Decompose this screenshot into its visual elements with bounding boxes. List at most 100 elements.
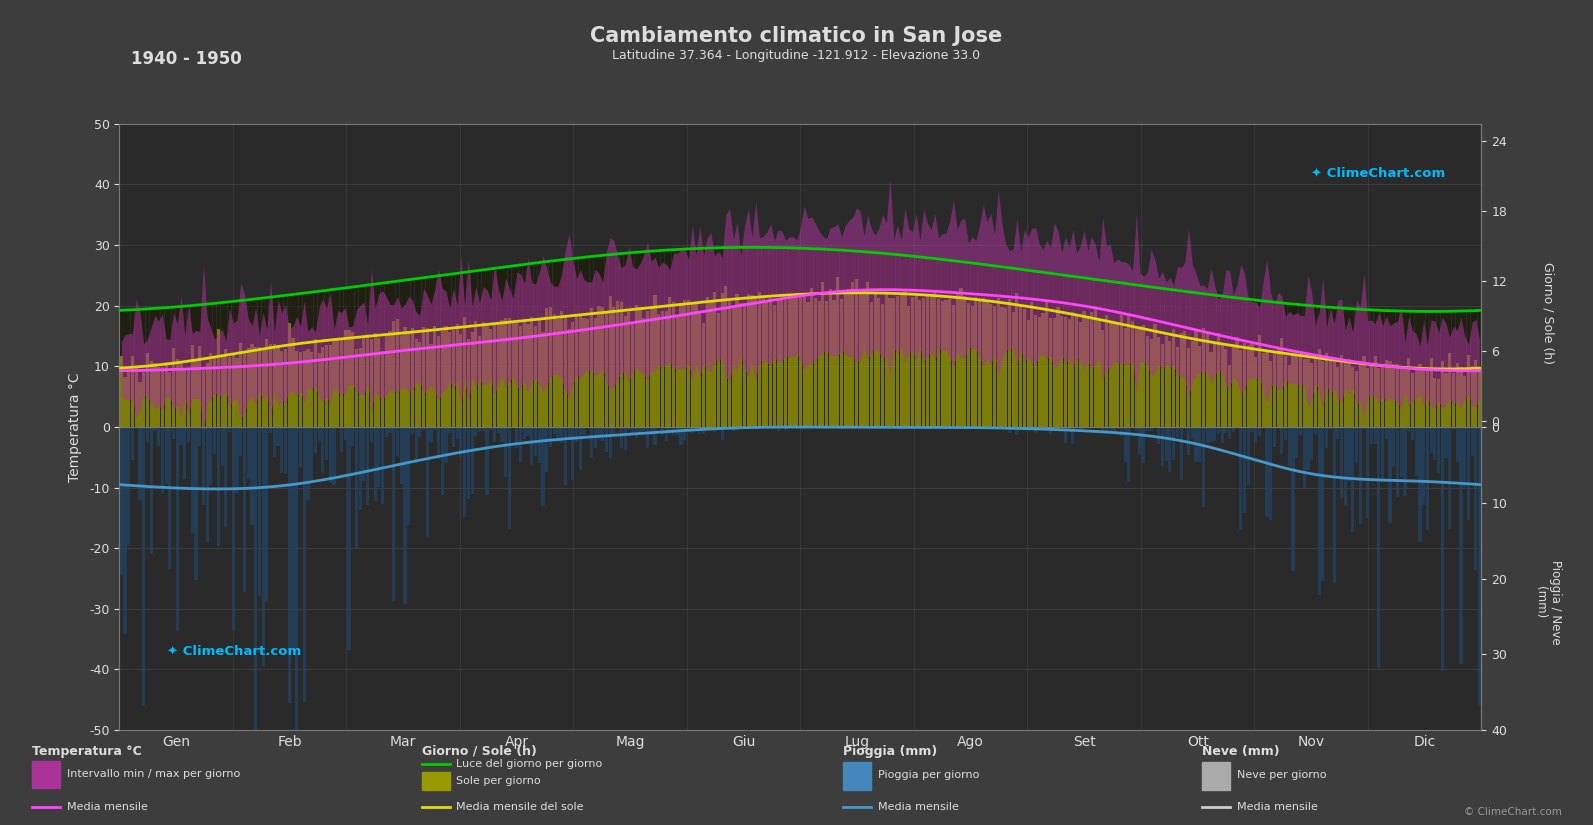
Bar (441, 331, 444, 427)
Bar (272, 427, 276, 457)
Bar (1106, 315, 1109, 427)
Bar (1142, 325, 1145, 427)
Bar (948, 261, 951, 299)
Bar (634, 252, 637, 304)
Bar (1403, 366, 1407, 427)
Bar (597, 427, 601, 439)
Bar (1128, 284, 1131, 316)
Bar (1231, 344, 1235, 427)
Bar (1265, 351, 1268, 427)
Bar (459, 273, 462, 334)
Bar (642, 252, 645, 318)
Bar (800, 249, 801, 295)
Bar (556, 427, 559, 441)
Bar (1451, 310, 1454, 373)
Bar (444, 275, 448, 326)
Bar (631, 427, 634, 433)
Bar (180, 306, 183, 363)
Bar (1348, 427, 1351, 481)
Bar (400, 335, 403, 427)
Bar (1045, 300, 1048, 427)
Bar (1437, 380, 1440, 427)
Bar (1262, 300, 1265, 353)
Bar (1109, 427, 1112, 431)
Bar (1423, 311, 1426, 367)
Bar (1120, 315, 1123, 427)
Bar (225, 349, 228, 427)
Bar (836, 277, 840, 427)
Bar (572, 259, 575, 323)
Bar (742, 427, 746, 429)
Bar (814, 299, 817, 427)
Bar (119, 427, 123, 575)
Bar (1217, 427, 1220, 434)
Bar (792, 295, 795, 427)
Bar (601, 427, 604, 441)
Bar (1344, 362, 1346, 427)
Bar (623, 253, 626, 316)
Bar (127, 309, 131, 372)
Bar (806, 427, 809, 428)
Bar (609, 427, 612, 458)
Bar (1034, 427, 1037, 433)
Bar (1198, 427, 1201, 462)
Bar (691, 302, 695, 427)
Bar (795, 249, 798, 293)
Bar (1220, 295, 1223, 343)
Bar (373, 284, 376, 333)
Bar (1467, 309, 1470, 356)
Bar (811, 288, 814, 427)
Bar (470, 427, 473, 493)
Bar (612, 308, 615, 427)
Bar (687, 427, 690, 428)
Bar (500, 320, 503, 427)
Bar (873, 253, 876, 293)
Bar (825, 300, 828, 427)
Bar (959, 288, 962, 427)
Bar (1273, 351, 1276, 427)
Bar (538, 427, 542, 464)
Bar (803, 427, 806, 428)
Bar (1462, 427, 1466, 487)
Bar (292, 295, 295, 338)
Bar (486, 269, 489, 326)
Bar (753, 427, 757, 429)
Bar (389, 282, 392, 331)
Bar (481, 427, 484, 431)
Bar (769, 248, 773, 298)
Bar (1157, 337, 1160, 427)
Bar (937, 427, 940, 428)
Bar (1340, 355, 1343, 427)
Bar (1321, 306, 1324, 361)
Bar (631, 322, 634, 427)
Bar (892, 427, 895, 428)
Bar (623, 316, 626, 427)
Bar (1378, 309, 1381, 368)
Bar (433, 427, 436, 430)
Bar (150, 361, 153, 427)
Bar (1112, 427, 1115, 432)
Bar (175, 427, 178, 631)
Bar (258, 427, 261, 596)
Bar (714, 292, 717, 427)
Bar (124, 376, 127, 427)
Bar (981, 427, 984, 428)
Bar (225, 427, 228, 527)
Bar (169, 307, 172, 372)
Bar (589, 257, 593, 309)
Bar (492, 427, 495, 442)
Bar (366, 427, 370, 506)
Bar (135, 309, 139, 365)
Bar (862, 252, 865, 290)
Bar (941, 301, 945, 427)
Bar (1415, 311, 1418, 370)
Bar (205, 427, 209, 542)
Bar (515, 323, 518, 427)
Bar (1023, 270, 1026, 309)
Bar (425, 277, 429, 328)
Bar (355, 427, 358, 549)
Bar (269, 297, 272, 344)
Bar (1356, 427, 1359, 463)
Bar (1337, 427, 1340, 440)
Bar (765, 248, 768, 302)
